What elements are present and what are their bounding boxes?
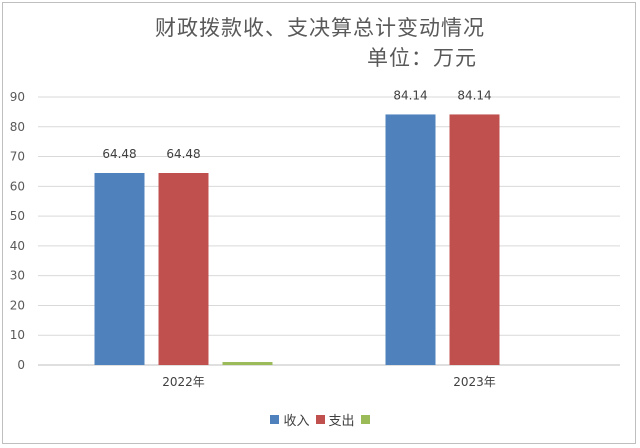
y-tick-label: 60 bbox=[10, 179, 25, 193]
y-tick-label: 90 bbox=[10, 90, 25, 104]
y-tick-label: 40 bbox=[10, 239, 25, 253]
legend-label-expense: 支出 bbox=[328, 414, 355, 429]
legend: 收入 支出 bbox=[0, 410, 640, 429]
legend-label-income: 收入 bbox=[283, 414, 310, 429]
y-tick-label: 30 bbox=[10, 269, 25, 283]
y-tick-label: 10 bbox=[10, 328, 25, 342]
legend-swatch-third bbox=[360, 415, 370, 424]
legend-swatch-income bbox=[270, 415, 280, 424]
chart-title: 财政拨款收、支决算总计变动情况 bbox=[155, 16, 485, 40]
legend-item-income: 收入 bbox=[270, 410, 310, 429]
data-label: 64.48 bbox=[102, 147, 136, 161]
data-label: 84.14 bbox=[457, 88, 491, 102]
y-tick-label: 20 bbox=[10, 298, 25, 312]
y-tick-label: 70 bbox=[10, 150, 25, 164]
bar bbox=[94, 172, 145, 365]
bar bbox=[449, 114, 500, 366]
data-label: 84.14 bbox=[393, 88, 427, 102]
y-tick-label: 0 bbox=[17, 358, 25, 372]
bar bbox=[158, 172, 209, 365]
legend-item-third bbox=[360, 415, 370, 424]
bar bbox=[222, 362, 273, 365]
x-tick-label: 2023年 bbox=[453, 375, 496, 389]
y-tick-label: 50 bbox=[10, 209, 25, 223]
legend-swatch-expense bbox=[315, 415, 325, 424]
legend-item-expense: 支出 bbox=[315, 410, 355, 429]
chart-subtitle: 单位：万元 bbox=[367, 46, 477, 70]
data-label: 64.48 bbox=[166, 147, 200, 161]
x-tick-label: 2022年 bbox=[162, 375, 205, 389]
bar bbox=[385, 114, 436, 366]
y-tick-label: 80 bbox=[10, 120, 25, 134]
